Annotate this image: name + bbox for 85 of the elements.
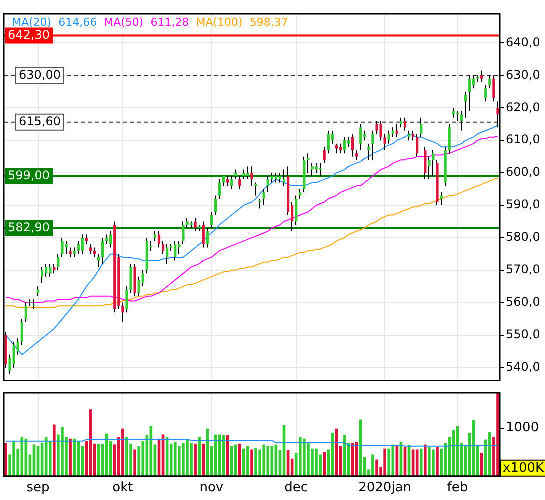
text: MA(50) xyxy=(104,16,144,29)
bar xyxy=(186,440,189,476)
bar xyxy=(77,441,80,476)
ref-line-label: 599,00 xyxy=(8,168,50,182)
text: x100K xyxy=(503,460,545,476)
bar xyxy=(452,430,456,476)
y-tick-label: 540,0 xyxy=(506,360,540,374)
bar xyxy=(372,454,374,476)
bar xyxy=(52,424,56,476)
bar xyxy=(303,438,306,476)
bar xyxy=(234,444,238,476)
bar xyxy=(20,437,24,476)
bar xyxy=(359,420,362,476)
x-tick-label: sep xyxy=(26,480,50,496)
bar xyxy=(254,448,258,476)
bar xyxy=(392,444,395,476)
y-tick-label: 580,0 xyxy=(506,230,540,244)
bar xyxy=(315,448,318,476)
bar xyxy=(206,428,210,476)
annotation: 614,66 xyxy=(58,16,98,29)
bar xyxy=(384,448,386,476)
bar xyxy=(182,443,185,476)
annotation: 611,28 xyxy=(150,16,190,29)
bar xyxy=(69,438,72,476)
bar xyxy=(61,427,64,476)
ref-line-label: 630,00 xyxy=(19,68,61,82)
text: MA(100) xyxy=(196,16,243,29)
text: MA(20) xyxy=(12,16,52,29)
bar xyxy=(190,443,193,476)
bar xyxy=(376,460,378,476)
bar xyxy=(456,426,460,476)
bar xyxy=(496,393,500,476)
bar xyxy=(488,432,492,476)
bar xyxy=(428,447,431,476)
bar xyxy=(323,452,326,476)
bar xyxy=(266,446,270,476)
ref-line-label: 642,30 xyxy=(8,28,50,42)
bar xyxy=(331,433,334,476)
bar xyxy=(436,447,439,476)
bar xyxy=(122,428,124,476)
y-tick-label: 570,0 xyxy=(506,262,540,277)
candlestick xyxy=(307,154,310,174)
y-tick-label: 620,0 xyxy=(506,100,540,114)
y-tick-label: 590,0 xyxy=(506,198,540,212)
x-tick-label: dec xyxy=(284,480,308,496)
bar xyxy=(73,438,76,476)
bar xyxy=(250,450,254,476)
bar xyxy=(126,437,128,476)
bar xyxy=(48,441,52,476)
bar xyxy=(238,444,242,476)
bar xyxy=(420,448,423,476)
bar xyxy=(424,444,427,476)
bar xyxy=(432,450,435,476)
bar xyxy=(307,443,310,476)
y-tick-label: 640,0 xyxy=(506,35,540,50)
y-tick-label: 610,0 xyxy=(506,132,540,147)
bar xyxy=(480,453,484,476)
bar xyxy=(355,442,358,476)
ref-line-label: 582,90 xyxy=(8,220,50,235)
bar xyxy=(246,446,250,476)
y-tick-label: 560,0 xyxy=(506,295,540,310)
bar xyxy=(202,444,206,476)
bar xyxy=(198,437,201,476)
bar xyxy=(194,444,197,476)
bar xyxy=(262,444,266,476)
bar xyxy=(134,450,136,476)
x-tick-label: 2020jan xyxy=(358,480,412,496)
bar xyxy=(388,448,391,476)
x-tick-label: feb xyxy=(447,480,468,496)
y-tick-label: 600,0 xyxy=(506,165,540,180)
bar xyxy=(178,446,181,476)
text: 1000 xyxy=(506,420,540,436)
bar xyxy=(12,441,16,476)
annotation: 598,37 xyxy=(250,16,288,29)
y-tick-label: 630,0 xyxy=(506,68,540,82)
bar xyxy=(242,448,246,476)
y-tick-label: 550,0 xyxy=(506,327,540,342)
bar xyxy=(174,442,177,476)
candlestick xyxy=(32,300,36,310)
bar xyxy=(44,437,48,476)
x-tick-label: okt xyxy=(112,480,134,496)
bar xyxy=(298,437,302,476)
ref-line-label: 615,60 xyxy=(19,114,61,129)
bar xyxy=(81,446,84,476)
x-tick-label: nov xyxy=(200,480,224,496)
